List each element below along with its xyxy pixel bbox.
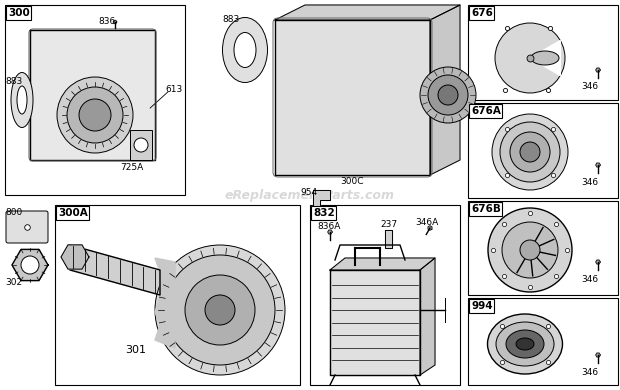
Bar <box>468 5 618 100</box>
Circle shape <box>165 255 275 365</box>
Polygon shape <box>61 245 89 269</box>
Text: 832: 832 <box>313 208 335 218</box>
Polygon shape <box>530 41 560 76</box>
Bar <box>130 130 152 160</box>
Polygon shape <box>70 245 160 295</box>
Text: 300A: 300A <box>58 208 88 218</box>
Text: 301: 301 <box>125 345 146 355</box>
Polygon shape <box>328 230 332 234</box>
Text: eReplacementParts.com: eReplacementParts.com <box>225 188 395 202</box>
Text: 300: 300 <box>8 8 30 18</box>
Polygon shape <box>330 270 420 375</box>
FancyBboxPatch shape <box>6 211 48 243</box>
Polygon shape <box>420 258 435 375</box>
Text: 725A: 725A <box>120 163 143 172</box>
Polygon shape <box>330 258 435 270</box>
Polygon shape <box>30 30 155 160</box>
Circle shape <box>420 67 476 123</box>
Text: 302: 302 <box>5 278 22 287</box>
Polygon shape <box>596 163 600 167</box>
Bar <box>5 5 185 195</box>
Circle shape <box>438 85 458 105</box>
Polygon shape <box>113 20 117 23</box>
Circle shape <box>67 87 123 143</box>
Text: 346: 346 <box>581 275 598 284</box>
Circle shape <box>155 245 285 375</box>
Text: 300C: 300C <box>340 177 363 186</box>
Ellipse shape <box>11 73 33 128</box>
Polygon shape <box>596 260 600 264</box>
Text: 676B: 676B <box>471 204 501 214</box>
Text: 346: 346 <box>581 82 598 91</box>
Polygon shape <box>428 226 432 230</box>
Circle shape <box>520 142 540 162</box>
Circle shape <box>520 240 540 260</box>
Ellipse shape <box>516 338 534 350</box>
Circle shape <box>185 275 255 345</box>
Ellipse shape <box>223 18 267 83</box>
Circle shape <box>510 132 550 172</box>
Text: 800: 800 <box>5 208 22 217</box>
Ellipse shape <box>17 86 27 114</box>
Polygon shape <box>12 250 48 280</box>
Polygon shape <box>275 20 430 175</box>
Ellipse shape <box>531 51 559 65</box>
Text: 676A: 676A <box>471 106 501 116</box>
Text: 883: 883 <box>5 77 22 86</box>
Circle shape <box>134 138 148 152</box>
Ellipse shape <box>487 314 562 374</box>
Bar <box>468 298 618 385</box>
Text: 346: 346 <box>581 368 598 377</box>
Text: 836A: 836A <box>317 222 340 231</box>
Circle shape <box>79 99 111 131</box>
Circle shape <box>492 114 568 190</box>
Text: 346: 346 <box>581 178 598 187</box>
Circle shape <box>495 23 565 93</box>
Polygon shape <box>155 258 175 348</box>
Ellipse shape <box>496 322 554 366</box>
Bar <box>468 103 618 198</box>
Circle shape <box>21 256 39 274</box>
Text: 613: 613 <box>165 85 182 94</box>
Polygon shape <box>385 230 392 248</box>
Polygon shape <box>275 5 460 20</box>
Text: 836: 836 <box>98 17 115 26</box>
Bar <box>468 201 618 295</box>
Bar <box>55 205 300 385</box>
Polygon shape <box>313 190 330 215</box>
Circle shape <box>488 208 572 292</box>
Polygon shape <box>596 353 600 357</box>
Text: 883: 883 <box>222 15 239 24</box>
Circle shape <box>502 222 558 278</box>
Polygon shape <box>596 68 600 72</box>
Bar <box>310 205 460 385</box>
Polygon shape <box>430 5 460 175</box>
Ellipse shape <box>234 32 256 67</box>
Text: 237: 237 <box>380 220 397 229</box>
Text: 994: 994 <box>471 301 493 311</box>
Circle shape <box>500 122 560 182</box>
Ellipse shape <box>506 330 544 358</box>
Circle shape <box>428 75 468 115</box>
Text: 954: 954 <box>300 188 317 197</box>
Text: 346A: 346A <box>415 218 438 227</box>
Circle shape <box>57 77 133 153</box>
Circle shape <box>205 295 235 325</box>
Text: 676: 676 <box>471 8 493 18</box>
